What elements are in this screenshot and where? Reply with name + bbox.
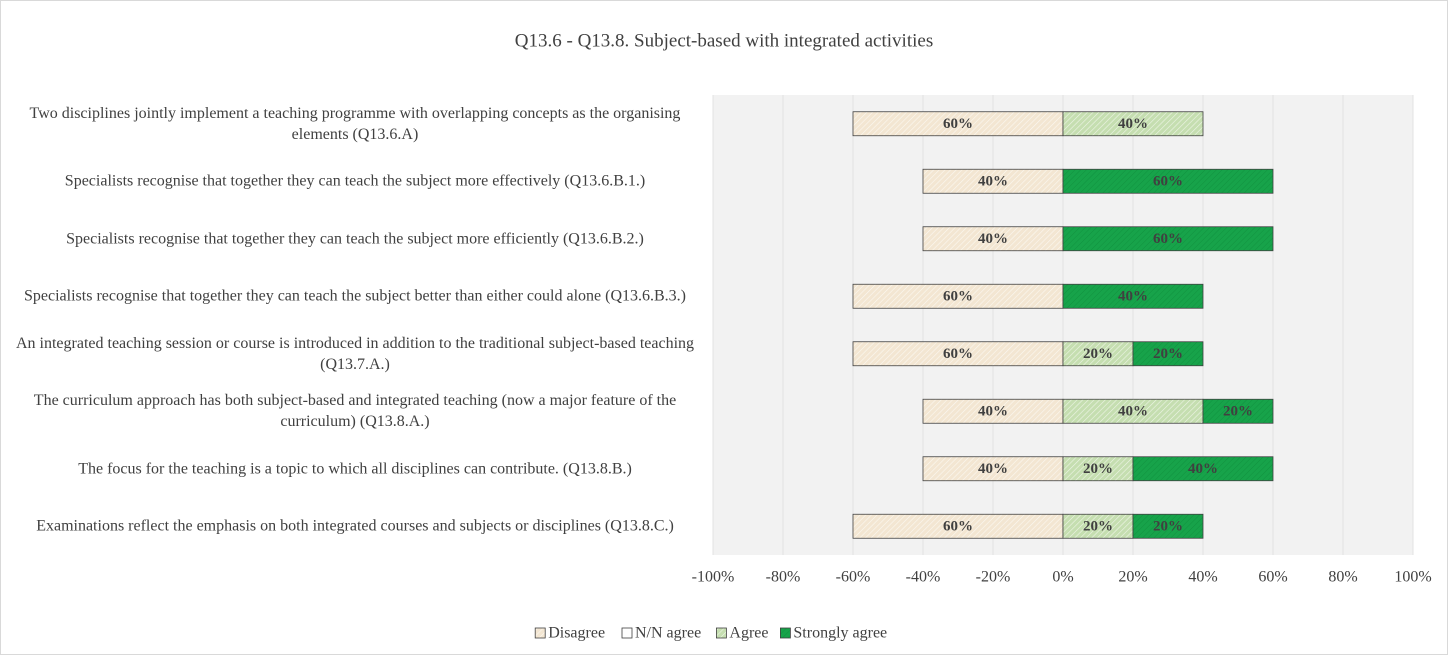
value-label: 60%: [1153, 174, 1183, 190]
category-label: Specialists recognise that together they…: [24, 287, 686, 305]
chart-title: Q13.6 - Q13.8. Subject-based with integr…: [515, 30, 933, 51]
legend-label: N/N agree: [635, 625, 701, 642]
bar-segment: [1062, 168, 1274, 194]
value-label: 20%: [1083, 346, 1113, 362]
x-tick-label: -60%: [836, 569, 871, 586]
x-tick-label: 100%: [1394, 569, 1431, 586]
category-label: Specialists recognise that together they…: [64, 172, 646, 190]
bar-segment: [1062, 111, 1204, 137]
value-label: 20%: [1223, 404, 1253, 420]
x-tick-label: -20%: [976, 569, 1011, 586]
legend-swatch: [780, 627, 791, 639]
value-label: 40%: [1118, 404, 1148, 420]
bar-segment: [1132, 513, 1204, 539]
bar-segment: [1202, 398, 1274, 424]
bar-segment: [922, 398, 1064, 424]
bar-segment: [1062, 283, 1204, 309]
value-label: 60%: [943, 289, 973, 305]
x-tick-label: 60%: [1258, 569, 1287, 586]
value-label: 20%: [1083, 519, 1113, 535]
x-tick-label: 40%: [1188, 569, 1217, 586]
value-label: 20%: [1153, 346, 1183, 362]
value-label: 60%: [943, 519, 973, 535]
legend-swatch: [621, 627, 633, 639]
value-label: 20%: [1083, 461, 1113, 477]
value-label: 40%: [978, 231, 1008, 247]
bar-segment: [1132, 456, 1274, 482]
value-label: 60%: [943, 346, 973, 362]
value-label: 40%: [1118, 116, 1148, 132]
x-tick-label: -40%: [906, 569, 941, 586]
x-tick-label: 0%: [1052, 569, 1073, 586]
value-label: 40%: [1188, 461, 1218, 477]
x-tick-label: -100%: [692, 569, 735, 586]
legend-label: Strongly agree: [793, 625, 887, 642]
category-label: The focus for the teaching is a topic to…: [78, 460, 632, 478]
category-label: The curriculum approach has both subject…: [33, 392, 677, 431]
bar-segment: [922, 456, 1064, 482]
bar-segment: [1062, 341, 1134, 367]
x-tick-label: 20%: [1118, 569, 1147, 586]
bar-segment: [1062, 398, 1204, 424]
value-label: 60%: [943, 116, 973, 132]
legend-label: Agree: [729, 625, 768, 642]
bar-segment: [1062, 226, 1274, 252]
value-label: 40%: [1118, 289, 1148, 305]
category-label: Two disciplines jointly implement a teac…: [29, 104, 681, 143]
value-label: 40%: [978, 174, 1008, 190]
category-label: Specialists recognise that together they…: [66, 230, 644, 248]
value-label: 20%: [1153, 519, 1183, 535]
category-label: Examinations reflect the emphasis on bot…: [36, 517, 674, 535]
legend-swatch: [716, 627, 727, 639]
value-label: 40%: [978, 461, 1008, 477]
category-label: An integrated teaching session or course…: [15, 334, 695, 373]
bar-segment: [852, 341, 1064, 367]
bar-segment: [1132, 341, 1204, 367]
x-tick-label: 80%: [1328, 569, 1357, 586]
legend-label: Disagree: [548, 625, 605, 642]
bar-segment: [922, 226, 1064, 252]
value-label: 60%: [1153, 231, 1183, 247]
legend-swatch: [534, 627, 546, 639]
bar-segment: [852, 283, 1064, 309]
x-tick-label: -80%: [766, 569, 801, 586]
value-label: 40%: [978, 404, 1008, 420]
bar-segment: [1062, 456, 1134, 482]
bar-segment: [1062, 513, 1134, 539]
